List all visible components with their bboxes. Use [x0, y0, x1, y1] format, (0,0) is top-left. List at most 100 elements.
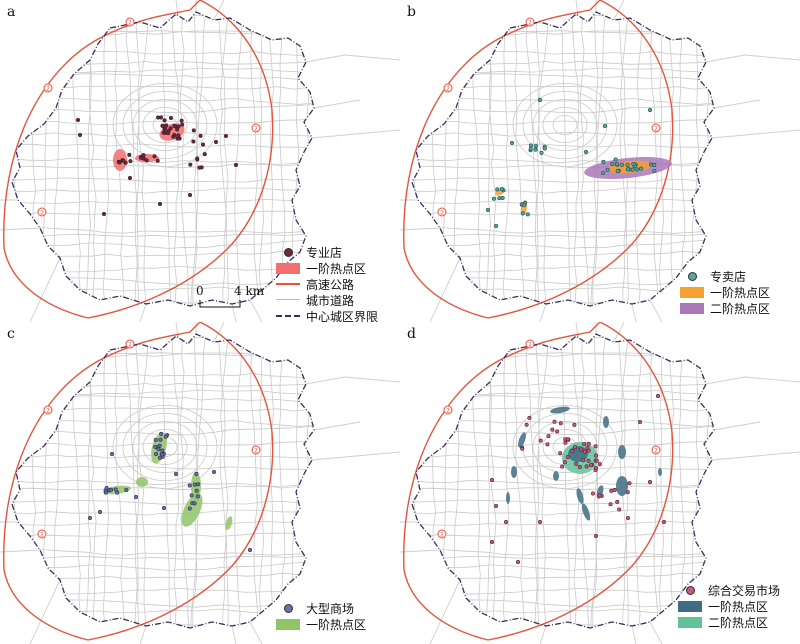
- expressway-marker: 2: [525, 17, 535, 27]
- legend-hot1-label: 一阶热点区: [306, 617, 367, 632]
- store-point: [155, 158, 160, 163]
- store-point: [605, 167, 610, 172]
- store-point: [545, 442, 550, 447]
- store-point: [639, 166, 644, 171]
- store-point: [533, 147, 538, 152]
- store-point: [528, 146, 533, 151]
- store-point: [153, 444, 158, 449]
- legend-point-row: 专业店: [276, 244, 378, 260]
- legend: 综合交易市场 一阶热点区 二阶热点区: [678, 582, 780, 630]
- store-point: [78, 133, 83, 138]
- store-point: [608, 502, 613, 507]
- store-point: [565, 437, 570, 442]
- store-point: [584, 150, 589, 155]
- base-map: 2 2 2 2: [400, 0, 800, 322]
- store-point: [160, 452, 165, 457]
- legend-boundary-row: 中心城区界限: [276, 308, 378, 322]
- legend-hot1-row: 一阶热点区: [680, 284, 770, 300]
- store-point: [176, 133, 181, 138]
- store-point: [158, 437, 163, 442]
- store-point: [619, 162, 624, 167]
- map-panel-d: 2 2 2 2 d 综合交易市场 一阶热点区 二阶热点区: [400, 322, 800, 644]
- base-map: 2 2 2 2: [0, 322, 400, 644]
- panel-label: d: [407, 326, 416, 342]
- store-point: [115, 490, 120, 495]
- store-point: [597, 462, 602, 467]
- expressway-marker-number: 2: [654, 448, 658, 455]
- expressway-marker-number: 2: [46, 86, 50, 93]
- store-point: [615, 499, 620, 504]
- store-point: [572, 422, 577, 427]
- store-point: [127, 152, 132, 157]
- store-point: [171, 134, 176, 139]
- store-point: [490, 478, 495, 483]
- hotspot-first-order: [603, 416, 609, 428]
- expressway-marker-number: 2: [528, 342, 532, 349]
- store-point: [198, 133, 203, 138]
- expressway-marker: 2: [251, 445, 261, 455]
- store-point: [494, 224, 499, 229]
- store-point: [139, 155, 144, 160]
- store-point: [191, 139, 196, 144]
- store-point: [579, 447, 584, 452]
- store-point: [635, 167, 640, 172]
- expressway-marker: 2: [37, 207, 47, 217]
- expressway-marker-number: 2: [440, 532, 444, 539]
- store-point: [539, 150, 544, 155]
- store-point: [187, 483, 192, 488]
- legend-hot2-row: 二阶热点区: [680, 300, 770, 316]
- expressway-marker: 2: [125, 17, 135, 27]
- store-point: [124, 488, 129, 493]
- store-point: [552, 419, 557, 424]
- expressway-marker: 2: [437, 529, 447, 539]
- store-point: [194, 488, 199, 493]
- legend-hot2-label: 二阶热点区: [708, 615, 769, 630]
- store-point: [161, 130, 166, 135]
- store-point: [172, 123, 177, 128]
- legend-hot2-label: 二阶热点区: [710, 301, 771, 316]
- expressway-marker: 2: [43, 83, 53, 93]
- expressway-marker-number: 2: [654, 126, 658, 133]
- store-point: [648, 108, 653, 113]
- legend-point-label: 专业店: [306, 245, 343, 260]
- store-point: [652, 162, 657, 167]
- store-point: [164, 123, 169, 128]
- expressway-south: [3, 569, 89, 641]
- store-point: [168, 126, 173, 131]
- store-point: [187, 506, 192, 511]
- legend-expressway-row: 高速公路: [276, 276, 378, 292]
- hotspot-first-order: [616, 476, 628, 496]
- store-point: [195, 494, 200, 499]
- legend-hot1-row: 一阶热点区: [678, 598, 780, 614]
- map-panel-c: 2 2 2 2 c 大型商场 一阶热点区: [0, 322, 400, 644]
- store-point: [497, 196, 502, 201]
- store-point: [555, 429, 560, 434]
- hotspot-first-order: [581, 503, 591, 521]
- store-point: [117, 160, 122, 165]
- store-point: [174, 472, 179, 477]
- store-point: [98, 510, 103, 515]
- store-point: [234, 163, 239, 168]
- store-point: [597, 493, 602, 498]
- store-point: [625, 167, 630, 172]
- store-point: [102, 212, 107, 217]
- store-point: [520, 446, 525, 451]
- store-point: [582, 449, 587, 454]
- store-point: [180, 122, 185, 127]
- hotspot-first-order: [576, 488, 584, 504]
- store-point: [661, 520, 666, 525]
- store-point: [494, 504, 499, 509]
- store-point: [565, 454, 570, 459]
- store-point: [490, 540, 495, 545]
- legend-boundary-label: 中心城区界限: [306, 309, 379, 323]
- legend-road-label: 城市道路: [306, 293, 355, 308]
- store-point: [625, 162, 630, 167]
- store-point: [510, 141, 515, 146]
- store-point: [157, 455, 162, 460]
- base-map: 2 2 2 2: [400, 322, 800, 644]
- store-point: [525, 212, 530, 217]
- expressway-marker-number: 2: [528, 20, 532, 27]
- expressway-marker: 2: [443, 83, 453, 93]
- city-boundary: [11, 11, 315, 307]
- store-point: [586, 448, 591, 453]
